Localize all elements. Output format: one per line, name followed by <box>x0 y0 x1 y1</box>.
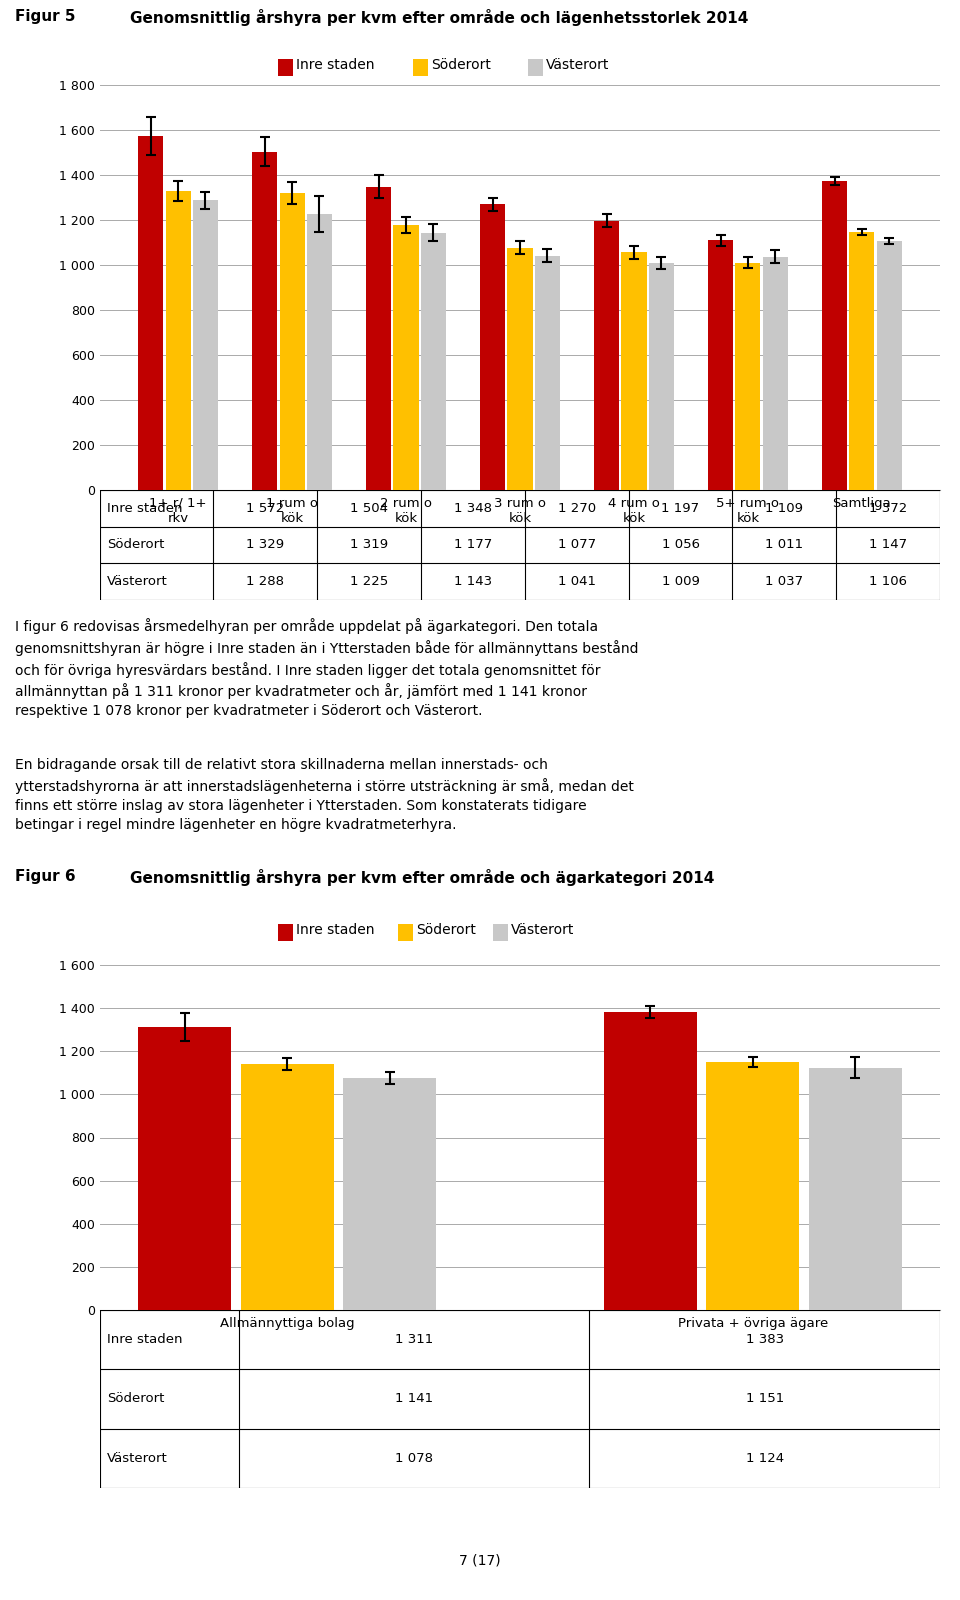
Bar <box>621 253 646 490</box>
Text: Västerort: Västerort <box>107 574 167 589</box>
Text: Genomsnittlig årshyra per kvm efter område och lägenhetsstorlek 2014: Genomsnittlig årshyra per kvm efter områ… <box>130 10 749 26</box>
Text: Figur 5: Figur 5 <box>15 10 76 24</box>
Bar <box>420 234 445 490</box>
Text: 1 037: 1 037 <box>765 574 804 589</box>
Bar <box>394 226 419 490</box>
Text: 1 151: 1 151 <box>746 1392 783 1405</box>
Bar <box>193 200 218 490</box>
Text: Inre staden: Inre staden <box>296 58 374 72</box>
Text: 1 504: 1 504 <box>350 502 388 515</box>
Text: Genomsnittlig årshyra per kvm efter område och ägarkategori 2014: Genomsnittlig årshyra per kvm efter områ… <box>130 869 714 886</box>
Bar <box>279 194 304 490</box>
Bar <box>822 181 847 490</box>
Text: 1 141: 1 141 <box>395 1392 433 1405</box>
Bar <box>343 1077 436 1310</box>
Text: 1 009: 1 009 <box>661 574 700 589</box>
Text: 1 177: 1 177 <box>454 539 492 552</box>
Text: 1 056: 1 056 <box>661 539 700 552</box>
Bar <box>604 1011 697 1310</box>
Text: Inre staden: Inre staden <box>107 502 182 515</box>
Bar <box>763 256 788 490</box>
Bar <box>707 1062 800 1310</box>
Bar <box>307 214 332 490</box>
Bar <box>735 262 760 490</box>
Text: 1 270: 1 270 <box>558 502 596 515</box>
Text: 1 109: 1 109 <box>765 502 804 515</box>
Text: Västerort: Västerort <box>511 923 574 938</box>
Text: 1 311: 1 311 <box>395 1333 433 1346</box>
Text: 1 329: 1 329 <box>246 539 284 552</box>
Bar <box>252 152 277 490</box>
Bar <box>594 221 619 490</box>
Text: 1 147: 1 147 <box>869 539 907 552</box>
Text: 1 197: 1 197 <box>661 502 700 515</box>
Bar <box>876 242 901 490</box>
Text: Västerort: Västerort <box>107 1451 167 1466</box>
Text: 1 041: 1 041 <box>558 574 596 589</box>
Text: 1 572: 1 572 <box>246 502 284 515</box>
Bar <box>366 187 392 490</box>
Text: Söderort: Söderort <box>416 923 476 938</box>
Text: 1 383: 1 383 <box>746 1333 783 1346</box>
Text: Inre staden: Inre staden <box>296 923 374 938</box>
Text: I figur 6 redovisas årsmedelhyran per område uppdelat på ägarkategori. Den total: I figur 6 redovisas årsmedelhyran per om… <box>15 618 638 718</box>
Text: 1 078: 1 078 <box>395 1451 433 1466</box>
Bar <box>138 1027 231 1310</box>
Text: 1 225: 1 225 <box>350 574 388 589</box>
Text: 1 288: 1 288 <box>247 574 284 589</box>
Text: 1 124: 1 124 <box>746 1451 783 1466</box>
Bar <box>138 136 163 490</box>
Text: 7 (17): 7 (17) <box>459 1554 501 1566</box>
Bar <box>808 1067 901 1310</box>
Bar <box>508 248 533 490</box>
Text: Västerort: Västerort <box>546 58 610 72</box>
Text: Inre staden: Inre staden <box>107 1333 182 1346</box>
Text: 1 348: 1 348 <box>454 502 492 515</box>
Text: 1 372: 1 372 <box>869 502 907 515</box>
Bar <box>649 262 674 490</box>
Text: 1 143: 1 143 <box>454 574 492 589</box>
Text: 1 319: 1 319 <box>350 539 388 552</box>
Bar <box>165 190 191 490</box>
Bar <box>535 256 560 490</box>
Text: 1 106: 1 106 <box>869 574 907 589</box>
Text: Söderort: Söderort <box>107 1392 164 1405</box>
Text: Figur 6: Figur 6 <box>15 869 76 883</box>
Text: 1 011: 1 011 <box>765 539 804 552</box>
Bar <box>850 232 875 490</box>
Text: En bidragande orsak till de relativt stora skillnaderna mellan innerstads- och
y: En bidragande orsak till de relativt sto… <box>15 758 634 832</box>
Text: Söderort: Söderort <box>431 58 491 72</box>
Text: Söderort: Söderort <box>107 539 164 552</box>
Text: 1 077: 1 077 <box>558 539 596 552</box>
Bar <box>241 1064 334 1310</box>
Bar <box>708 240 733 490</box>
Bar <box>480 205 505 490</box>
